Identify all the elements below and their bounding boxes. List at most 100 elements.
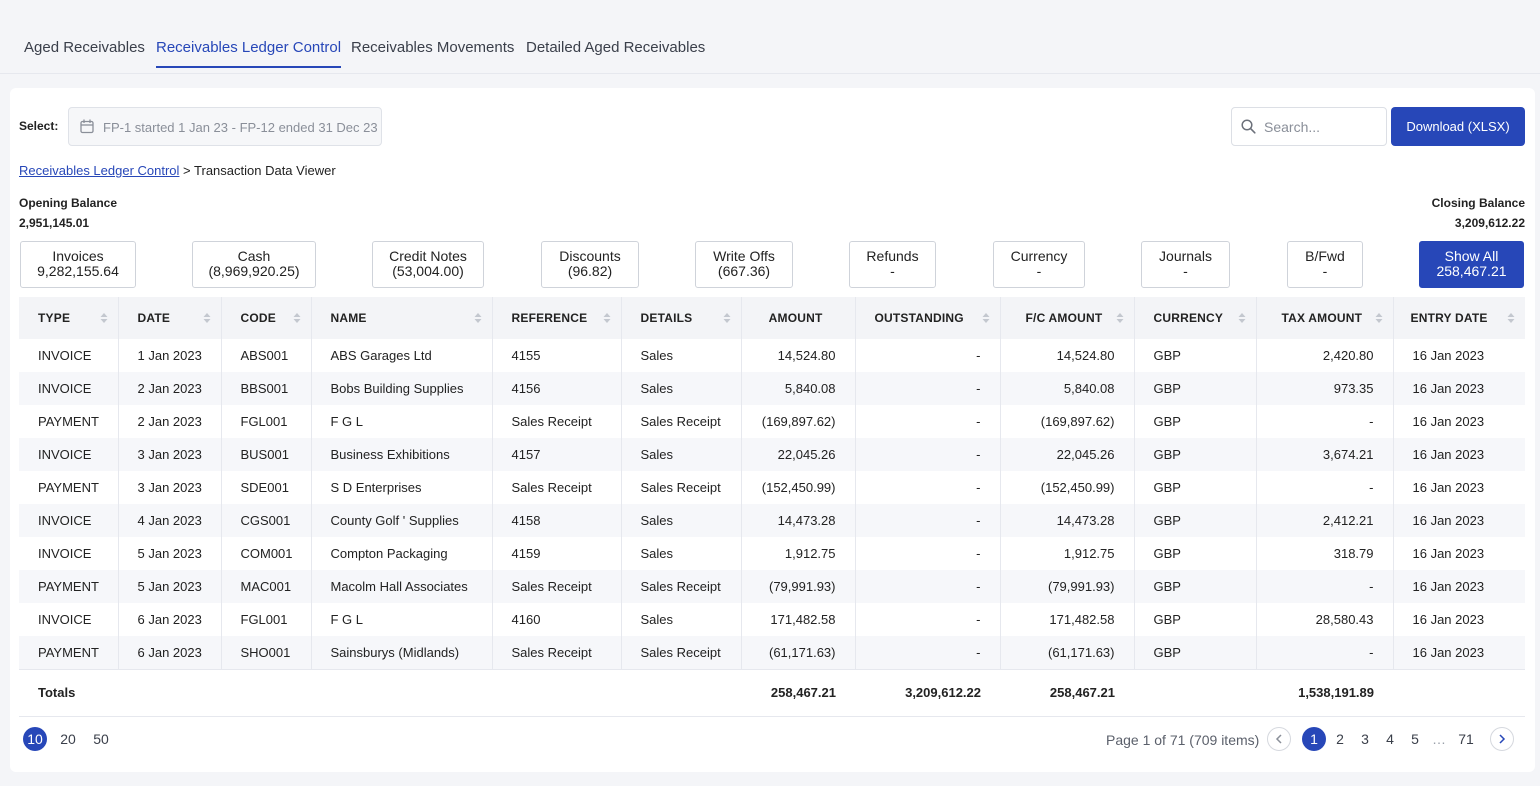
sort-icon	[293, 313, 300, 323]
cell-reference: 4156	[492, 372, 622, 405]
breadcrumb-link-receivables-ledger-control[interactable]: Receivables Ledger Control	[19, 163, 180, 178]
cell-details: Sales Receipt	[621, 636, 742, 669]
cell-type: INVOICE	[19, 339, 119, 372]
page-4[interactable]: 4	[1386, 731, 1394, 747]
column-header-reference[interactable]: REFERENCE	[492, 297, 622, 339]
prev-page-button[interactable]	[1267, 727, 1291, 751]
sort-icon	[203, 313, 210, 323]
cell-date: 6 Jan 2023	[118, 603, 222, 636]
cell-amount: 5,840.08	[741, 372, 856, 405]
transactions-table: TYPE DATE CODE NAME REFERENCE DETAILS AM…	[19, 297, 1525, 717]
totals-tax-amount: 1,538,191.89	[1256, 668, 1393, 717]
filter-discounts[interactable]: Discounts (96.82)	[541, 241, 639, 288]
table-row[interactable]: PAYMENT 2 Jan 2023 FGL001 F G L Sales Receip…	[19, 405, 1525, 438]
cell-name: Bobs Building Supplies	[311, 372, 493, 405]
cell-fc-amount: 1,912.75	[1000, 537, 1135, 570]
table-row[interactable]: PAYMENT 6 Jan 2023 SHO001 Sainsburys (Midla…	[19, 636, 1525, 669]
table-row[interactable]: INVOICE 6 Jan 2023 FGL001 F G L 4160 Sales 171…	[19, 603, 1525, 636]
table-row[interactable]: INVOICE 2 Jan 2023 BBS001 Bobs Building Sup…	[19, 372, 1525, 405]
filter-write-offs[interactable]: Write Offs (667.36)	[695, 241, 793, 288]
cell-amount: 14,473.28	[741, 504, 856, 537]
column-header-entry-date[interactable]: ENTRY DATE	[1393, 297, 1525, 339]
tab-receivables-ledger-control[interactable]: Receivables Ledger Control	[156, 39, 342, 68]
cell-entry-date: 16 Jan 2023	[1412, 612, 1485, 627]
cell-fc-amount: 171,482.58	[1000, 603, 1135, 636]
column-header-amount[interactable]: AMOUNT	[741, 297, 856, 339]
column-header-code[interactable]: CODE	[221, 297, 312, 339]
cell-reference: 4159	[492, 537, 622, 570]
page-size-20[interactable]: 20	[60, 731, 76, 747]
next-page-button[interactable]	[1490, 727, 1514, 751]
cell-code: MAC001	[221, 570, 312, 603]
filter-currency[interactable]: Currency -	[993, 241, 1085, 288]
column-header-outstanding[interactable]: OUTSTANDING	[855, 297, 1001, 339]
closing-balance-value: 3,209,612.22	[1454, 216, 1525, 230]
download-xlsx-button[interactable]: Download (XLSX)	[1391, 107, 1525, 146]
page-last[interactable]: 71	[1458, 731, 1474, 747]
cell-amount: 14,524.80	[741, 339, 856, 372]
cell-currency: GBP	[1134, 570, 1257, 603]
table-row[interactable]: PAYMENT 5 Jan 2023 MAC001 Macolm Hall Assoc…	[19, 570, 1525, 603]
filter-show-all[interactable]: Show All 258,467.21	[1419, 241, 1524, 288]
cell-name: F G L	[311, 405, 493, 438]
filter-label: Currency	[1010, 248, 1068, 264]
filter-invoices[interactable]: Invoices 9,282,155.64	[20, 241, 136, 288]
column-header-label: ENTRY DATE	[1410, 311, 1488, 325]
column-header-currency[interactable]: CURRENCY	[1134, 297, 1257, 339]
page-size-10[interactable]: 10	[23, 727, 47, 751]
column-header-type[interactable]: TYPE	[19, 297, 119, 339]
table-row[interactable]: INVOICE 4 Jan 2023 CGS001 County Golf ' Sup…	[19, 504, 1525, 537]
filter-label: Journals	[1159, 248, 1212, 264]
column-header-name[interactable]: NAME	[311, 297, 493, 339]
date-range-picker[interactable]: FP-1 started 1 Jan 23 - FP-12 ended 31 D…	[68, 107, 382, 146]
cell-fc-amount: (79,991.93)	[1000, 570, 1135, 603]
filter-refunds[interactable]: Refunds -	[849, 241, 936, 288]
totals-amount: 258,467.21	[741, 668, 855, 717]
page-3[interactable]: 3	[1361, 731, 1369, 747]
table-row[interactable]: INVOICE 1 Jan 2023 ABS001 ABS Garages Ltd 41…	[19, 339, 1525, 372]
cell-name: Compton Packaging	[311, 537, 493, 570]
cell-type: PAYMENT	[19, 636, 119, 669]
column-header-fc-amount[interactable]: F/C AMOUNT	[1000, 297, 1135, 339]
tab-aged-receivables[interactable]: Aged Receivables	[24, 39, 145, 56]
tab-receivables-movements[interactable]: Receivables Movements	[351, 39, 515, 56]
sort-icon	[474, 313, 481, 323]
cell-fc-amount: 5,840.08	[1000, 372, 1135, 405]
column-header-tax-amount[interactable]: TAX AMOUNT	[1256, 297, 1394, 339]
column-header-label: TYPE	[38, 311, 71, 325]
cell-tax-amount: 2,412.21	[1256, 504, 1394, 537]
cell-currency: GBP	[1134, 339, 1257, 372]
search-input[interactable]	[1264, 117, 1382, 137]
cell-entry-date: 16 Jan 2023	[1412, 546, 1485, 561]
filter-journals[interactable]: Journals -	[1141, 241, 1230, 288]
table-row[interactable]: INVOICE 5 Jan 2023 COM001 Compton Packaging…	[19, 537, 1525, 570]
filter-cash[interactable]: Cash (8,969,920.25)	[192, 241, 316, 288]
cell-reference: Sales Receipt	[492, 471, 622, 504]
cell-name: Business Exhibitions	[311, 438, 493, 471]
cell-type: INVOICE	[19, 372, 119, 405]
filter-value: (667.36)	[717, 263, 771, 279]
search-box	[1231, 107, 1387, 146]
table-row[interactable]: INVOICE 3 Jan 2023 BUS001 Business Exhibiti…	[19, 438, 1525, 471]
column-header-date[interactable]: DATE	[118, 297, 222, 339]
cell-type: INVOICE	[19, 438, 119, 471]
cell-reference: Sales Receipt	[492, 636, 622, 669]
filter-value: -	[1036, 263, 1042, 279]
cell-fc-amount: (152,450.99)	[1000, 471, 1135, 504]
cell-fc-amount: 22,045.26	[1000, 438, 1135, 471]
cell-type: INVOICE	[19, 504, 119, 537]
filter-bfwd[interactable]: B/Fwd -	[1287, 241, 1363, 288]
filter-credit-notes[interactable]: Credit Notes (53,004.00)	[372, 241, 484, 288]
cell-amount: 22,045.26	[741, 438, 856, 471]
page-5[interactable]: 5	[1411, 731, 1419, 747]
column-header-details[interactable]: DETAILS	[621, 297, 742, 339]
cell-outstanding: -	[855, 504, 1001, 537]
table-row[interactable]: PAYMENT 3 Jan 2023 SDE001 S D Enterprises Sa…	[19, 471, 1525, 504]
cell-code: FGL001	[221, 603, 312, 636]
cell-code: COM001	[221, 537, 312, 570]
tab-detailed-aged-receivables[interactable]: Detailed Aged Receivables	[526, 39, 706, 56]
page-2[interactable]: 2	[1336, 731, 1344, 747]
cell-outstanding: -	[855, 438, 1001, 471]
page-size-50[interactable]: 50	[93, 731, 109, 747]
page-1[interactable]: 1	[1302, 727, 1326, 751]
